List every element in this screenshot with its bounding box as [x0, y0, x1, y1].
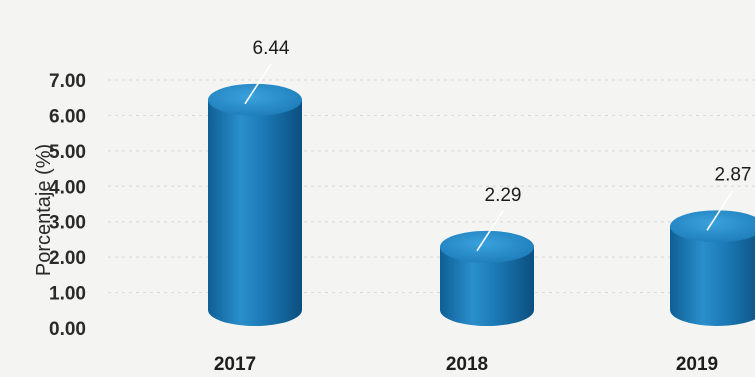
- bar-2017: [208, 83, 302, 326]
- bar-body: [670, 226, 755, 326]
- x-category-label: 2018: [446, 354, 488, 375]
- bars: [208, 83, 755, 326]
- x-category-label: 2017: [214, 354, 256, 375]
- x-axis-categories: 2017 2018 2019: [214, 354, 718, 375]
- y-tick-label: 5.00: [49, 142, 86, 163]
- y-tick-label: 0.00: [49, 319, 86, 340]
- data-label-leader: [706, 189, 734, 231]
- gridlines: [108, 79, 755, 294]
- y-tick-label: 1.00: [49, 284, 86, 305]
- y-tick-label: 7.00: [49, 71, 86, 92]
- bar-body: [440, 246, 534, 326]
- y-axis-title: Porcentaje (%): [33, 144, 55, 276]
- data-label: 6.44: [253, 38, 290, 59]
- y-tick-label: 3.00: [49, 213, 86, 234]
- bar-2018: [440, 230, 534, 326]
- data-labels: 6.44 2.29 2.87: [244, 38, 752, 252]
- bar-2019: [670, 210, 755, 326]
- bar-cap: [440, 230, 534, 263]
- y-tick-label: 4.00: [49, 177, 86, 198]
- data-label-leader: [244, 63, 272, 105]
- x-category-label: 2019: [676, 354, 718, 375]
- data-label-leader: [476, 210, 504, 252]
- y-axis-ticks: 0.00 1.00 2.00 3.00 4.00 5.00 6.00 7.00: [49, 71, 86, 340]
- data-label: 2.29: [485, 185, 522, 206]
- bar-body: [208, 99, 302, 326]
- data-label: 2.87: [715, 164, 752, 185]
- y-tick-label: 6.00: [49, 106, 86, 127]
- bar-cap: [670, 210, 755, 243]
- bar-cap: [208, 83, 302, 116]
- y-tick-label: 2.00: [49, 248, 86, 269]
